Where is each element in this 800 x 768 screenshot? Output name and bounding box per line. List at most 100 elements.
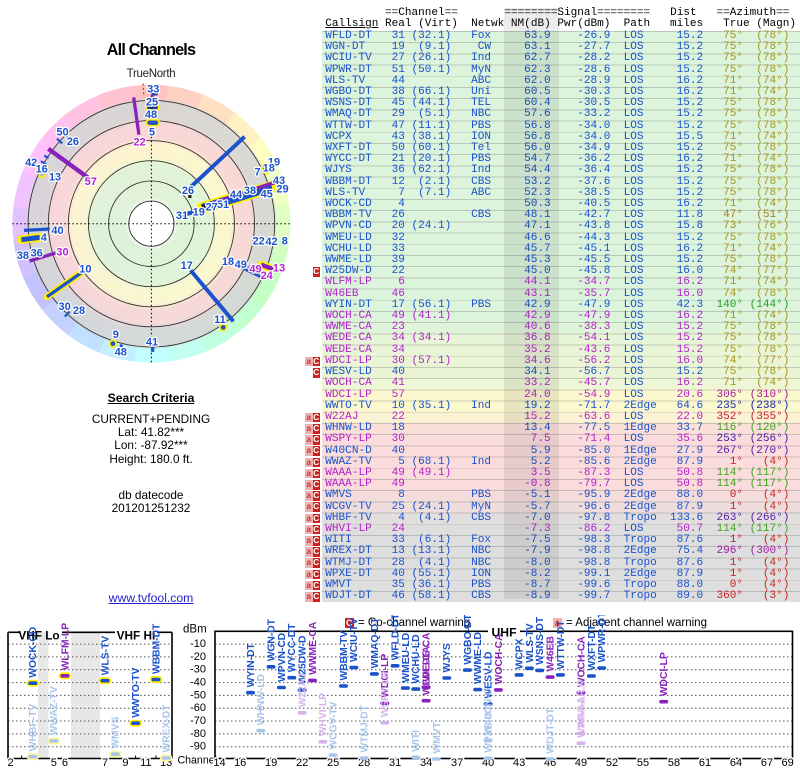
svg-text:WAAA-LP: WAAA-LP xyxy=(576,690,587,738)
svg-text:WPXE-DT: WPXE-DT xyxy=(484,705,495,753)
svg-text:18: 18 xyxy=(222,256,234,268)
svg-text:49: 49 xyxy=(249,264,261,276)
svg-text:2: 2 xyxy=(7,757,13,768)
svg-text:43: 43 xyxy=(513,757,525,768)
svg-text:8: 8 xyxy=(282,236,288,248)
svg-text:WGN-DT: WGN-DT xyxy=(267,618,278,661)
svg-text:22: 22 xyxy=(252,235,264,247)
svg-text:VHF HI: VHF HI xyxy=(117,629,156,643)
svg-text:-90: -90 xyxy=(190,741,206,753)
svg-text:31: 31 xyxy=(176,210,188,222)
svg-text:33: 33 xyxy=(147,83,159,95)
svg-text:11: 11 xyxy=(140,757,151,768)
svg-text:28: 28 xyxy=(73,305,85,317)
svg-text:4: 4 xyxy=(41,232,48,244)
svg-text:40: 40 xyxy=(51,225,63,237)
svg-text:48: 48 xyxy=(145,109,157,121)
svg-text:64: 64 xyxy=(730,757,742,768)
svg-text:WTTW-DT: WTTW-DT xyxy=(556,620,567,670)
svg-text:VHF Lo: VHF Lo xyxy=(18,629,59,643)
svg-text:52: 52 xyxy=(606,757,618,768)
svg-text:16: 16 xyxy=(234,757,246,768)
svg-text:25: 25 xyxy=(146,97,158,109)
svg-text:WHNW-LD: WHNW-LD xyxy=(256,674,267,725)
svg-text:10: 10 xyxy=(79,263,91,275)
svg-text:17: 17 xyxy=(181,260,193,272)
svg-text:51: 51 xyxy=(217,199,229,211)
svg-text:WWAZ-TV: WWAZ-TV xyxy=(49,686,60,735)
svg-text:29: 29 xyxy=(276,183,288,195)
svg-text:55: 55 xyxy=(637,757,649,768)
svg-text:WTMJ-DT: WTMJ-DT xyxy=(360,704,371,752)
svg-text:25: 25 xyxy=(327,757,339,768)
svg-text:13: 13 xyxy=(49,172,61,184)
svg-text:WWME-CA: WWME-CA xyxy=(308,621,319,675)
svg-text:43: 43 xyxy=(273,175,285,187)
svg-text:38: 38 xyxy=(17,250,29,262)
svg-text:-20: -20 xyxy=(190,651,206,663)
svg-text:5: 5 xyxy=(51,757,57,768)
svg-text:WDCI-LP: WDCI-LP xyxy=(659,652,670,696)
svg-text:WEDE-CA: WEDE-CA xyxy=(422,632,433,682)
svg-text:69: 69 xyxy=(781,757,793,768)
svg-text:16: 16 xyxy=(36,163,48,175)
svg-text:14: 14 xyxy=(213,757,225,768)
svg-text:WMEU-LD: WMEU-LD xyxy=(401,633,412,683)
svg-text:Channel: Channel xyxy=(178,755,217,767)
svg-text:WREX-DT: WREX-DT xyxy=(162,704,173,753)
svg-text:-50: -50 xyxy=(190,689,206,701)
svg-text:-60: -60 xyxy=(190,702,206,714)
svg-text:41: 41 xyxy=(146,337,158,349)
svg-text:42: 42 xyxy=(25,157,37,169)
svg-text:22: 22 xyxy=(133,136,145,148)
svg-text:WFLD-DT: WFLD-DT xyxy=(391,615,402,660)
svg-text:WHBF-TV: WHBF-TV xyxy=(28,704,39,752)
svg-text:67: 67 xyxy=(761,757,773,768)
svg-text:13: 13 xyxy=(273,263,285,275)
svg-text:WMVS: WMVS xyxy=(111,717,122,749)
svg-text:WLS-TV: WLS-TV xyxy=(100,636,111,676)
svg-text:WESV-LD: WESV-LD xyxy=(484,652,495,699)
svg-text:-70: -70 xyxy=(190,715,206,727)
svg-text:48: 48 xyxy=(115,347,127,359)
svg-text:26: 26 xyxy=(182,185,194,197)
svg-text:WWTO-TV: WWTO-TV xyxy=(131,667,142,717)
svg-text:WHVI-LP: WHVI-LP xyxy=(318,693,329,737)
svg-text:WBBM-DT: WBBM-DT xyxy=(151,623,162,674)
svg-text:WYIN-DT: WYIN-DT xyxy=(246,642,257,687)
svg-text:WDCI-LP: WDCI-LP xyxy=(380,654,391,698)
svg-text:7: 7 xyxy=(254,167,260,179)
svg-text:dBm: dBm xyxy=(183,623,207,635)
svg-text:31: 31 xyxy=(389,757,401,768)
svg-text:57: 57 xyxy=(85,176,97,188)
svg-text:61: 61 xyxy=(699,757,711,768)
svg-text:9: 9 xyxy=(113,329,119,341)
svg-text:-80: -80 xyxy=(190,728,206,740)
svg-text:38: 38 xyxy=(244,185,256,197)
svg-text:-30: -30 xyxy=(190,664,206,676)
svg-text:WSNS-DT: WSNS-DT xyxy=(535,616,546,665)
svg-text:W46EB: W46EB xyxy=(546,636,557,671)
svg-text:45: 45 xyxy=(261,188,273,200)
svg-text:W25DW-D: W25DW-D xyxy=(298,636,309,685)
svg-text:WOCH-CA: WOCH-CA xyxy=(576,636,587,687)
svg-text:-40: -40 xyxy=(190,677,206,689)
svg-text:WBBM-TV: WBBM-TV xyxy=(339,631,350,681)
svg-text:WCIU-TV: WCIU-TV xyxy=(349,618,360,662)
svg-text:11: 11 xyxy=(214,314,226,326)
svg-text:WOCK-CD: WOCK-CD xyxy=(28,627,39,678)
svg-text:WXFT-DT: WXFT-DT xyxy=(587,624,598,670)
svg-text:19: 19 xyxy=(268,156,280,168)
svg-text:WYCC-DT: WYCC-DT xyxy=(287,623,298,672)
svg-text:-10: -10 xyxy=(190,638,206,650)
svg-text:27: 27 xyxy=(206,202,218,214)
svg-text:18: 18 xyxy=(263,163,275,175)
svg-text:34: 34 xyxy=(420,757,432,768)
svg-text:W22AJ: W22AJ xyxy=(298,673,309,708)
svg-text:49: 49 xyxy=(235,259,247,271)
svg-text:WLS-TV: WLS-TV xyxy=(525,623,536,663)
svg-text:24: 24 xyxy=(261,270,274,282)
svg-text:19: 19 xyxy=(265,757,277,768)
svg-text:WCGV-TV: WCGV-TV xyxy=(329,701,340,749)
svg-text:WCHU-LD: WCHU-LD xyxy=(411,634,422,683)
